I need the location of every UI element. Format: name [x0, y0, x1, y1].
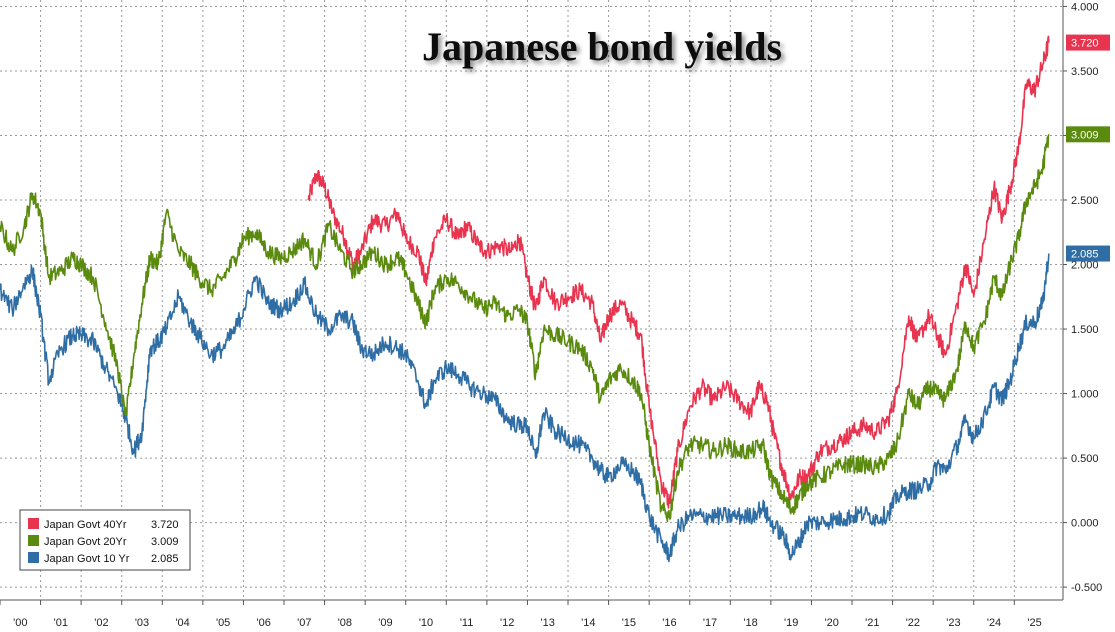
- x-tick-label: '13: [541, 617, 555, 629]
- x-tick-label: '18: [743, 617, 757, 629]
- legend: Japan Govt 40Yr 3.720 Japan Govt 20Yr 3.009…: [19, 509, 191, 571]
- x-tick-label: '01: [54, 617, 68, 629]
- legend-label: Japan Govt 10 Yr: [44, 553, 130, 565]
- last-value-badge: [1066, 34, 1110, 51]
- legend-swatch: [28, 518, 39, 529]
- x-tick-label: '21: [865, 617, 879, 629]
- x-tick-label: '00: [13, 617, 27, 629]
- legend-label: Japan Govt 20Yr: [44, 536, 127, 548]
- series-lines: [0, 35, 1050, 563]
- y-tick-label: 0.500: [1071, 453, 1099, 465]
- legend-value: 3.009: [151, 536, 179, 548]
- x-tick-label: '19: [784, 617, 798, 629]
- gridlines: [0, 0, 1063, 600]
- x-tick-label: '22: [906, 617, 920, 629]
- x-tick-label: '15: [622, 617, 636, 629]
- series-line-japan-govt-10-yr: [0, 253, 1050, 563]
- x-tick-label: '08: [338, 617, 352, 629]
- legend-value: 3.720: [151, 519, 179, 531]
- x-tick-label: '06: [257, 617, 271, 629]
- x-tick-label: '10: [419, 617, 433, 629]
- y-tick-label: 0.000: [1071, 518, 1099, 530]
- x-tick-label: '09: [378, 617, 392, 629]
- legend-value: 2.085: [151, 553, 179, 565]
- y-tick-label: 1.500: [1071, 324, 1099, 336]
- x-tick-label: '20: [825, 617, 839, 629]
- series-line-japan-govt-20yr: [0, 134, 1050, 523]
- legend-label: Japan Govt 40Yr: [44, 519, 127, 531]
- x-tick-label: '11: [460, 617, 474, 629]
- legend-swatch: [28, 535, 39, 546]
- x-tick-label: '02: [94, 617, 108, 629]
- last-value-badge: [1066, 126, 1110, 143]
- y-tick-label: 1.000: [1071, 389, 1099, 401]
- x-tick-label: '03: [135, 617, 149, 629]
- x-tick-label: '17: [703, 617, 717, 629]
- last-value-labels: 3.720 3.009 2.085: [1066, 34, 1110, 262]
- x-tick-label: '07: [297, 617, 311, 629]
- y-tick-label: 2.500: [1071, 195, 1099, 207]
- x-tick-label: '25: [1027, 617, 1041, 629]
- x-tick-label: '14: [581, 617, 595, 629]
- x-tick-label: '23: [946, 617, 960, 629]
- last-value-label: 3.720: [1071, 38, 1099, 50]
- last-value-label: 2.085: [1071, 249, 1099, 261]
- series-line-japan-govt-40yr: [307, 35, 1050, 509]
- y-tick-label: 3.500: [1071, 66, 1099, 78]
- last-value-label: 3.009: [1071, 129, 1099, 141]
- legend-box: [19, 509, 191, 571]
- y-tick-label: 2.000: [1071, 260, 1099, 272]
- x-tick-label: '24: [987, 617, 1001, 629]
- chart-title: Japanese bond yields: [422, 24, 782, 69]
- y-tick-label: 4.000: [1071, 1, 1099, 13]
- x-tick-label: '12: [500, 617, 514, 629]
- last-value-badge: [1066, 245, 1110, 262]
- x-tick-label: '16: [662, 617, 676, 629]
- x-tick-label: '05: [216, 617, 230, 629]
- x-tick-label: '04: [175, 617, 189, 629]
- legend-swatch: [28, 552, 39, 563]
- y-tick-label: -0.500: [1071, 582, 1102, 594]
